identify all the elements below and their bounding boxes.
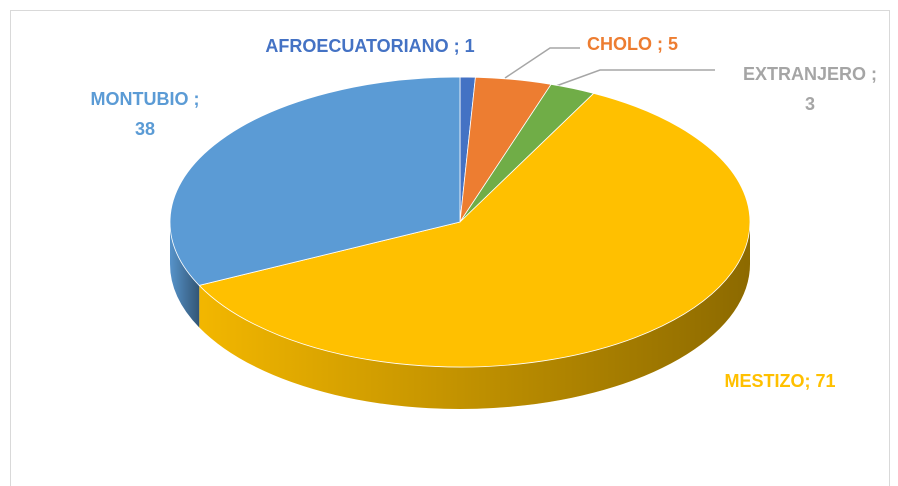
data-label: MONTUBIO ; 38 [91, 89, 200, 139]
pie-side-shade [199, 222, 751, 410]
leader-line [504, 47, 580, 79]
label-line: 38 [135, 119, 155, 139]
label-line: 3 [805, 94, 815, 114]
label-line: EXTRANJERO ; [743, 64, 877, 84]
data-label: EXTRANJERO ; 3 [743, 64, 877, 114]
data-label: MESTIZO; 71 [724, 371, 835, 391]
pie-slice [169, 76, 461, 286]
label-line: MONTUBIO ; [91, 89, 200, 109]
data-label: CHOLO ; 5 [587, 34, 678, 54]
pie-slice [198, 92, 751, 368]
pie-side-shade [170, 222, 200, 328]
data-label: AFROECUATORIANO ; 1 [265, 36, 474, 56]
chart-frame [10, 10, 890, 486]
leader-line [555, 69, 715, 87]
